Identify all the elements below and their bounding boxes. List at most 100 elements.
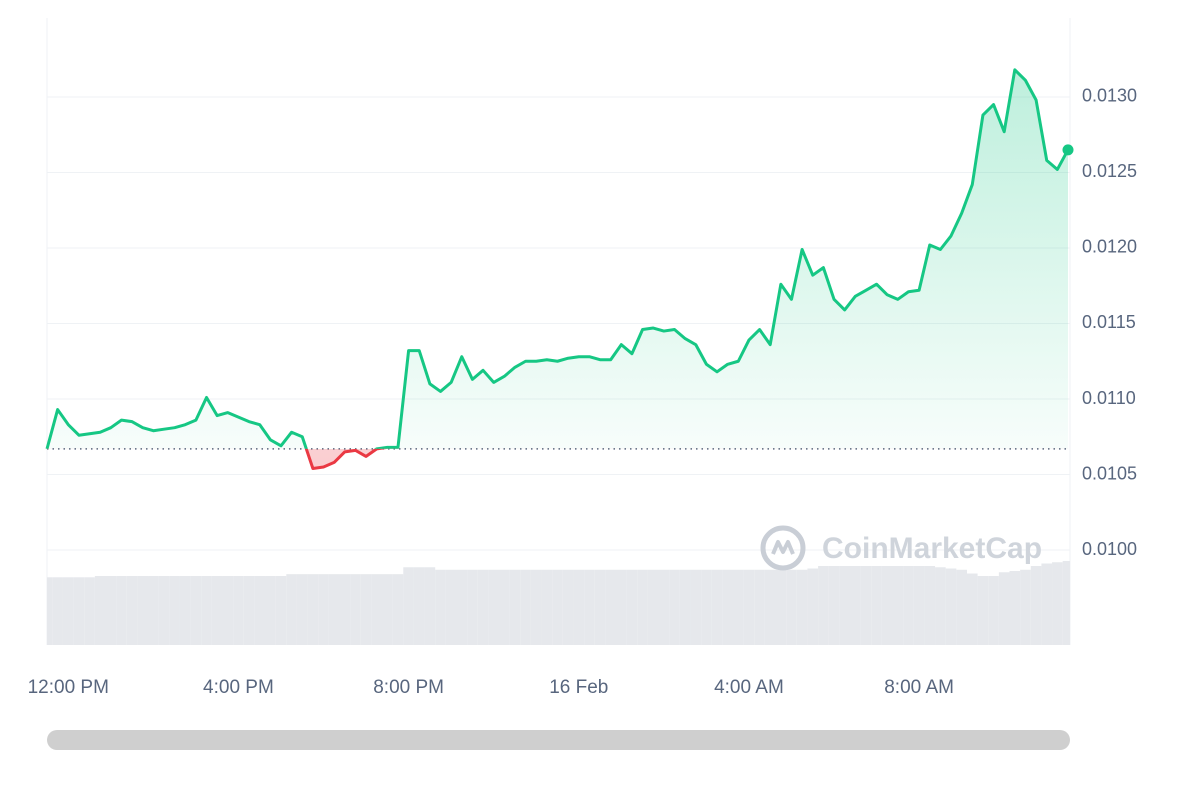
volume-bar (743, 569, 755, 645)
x-tick-label: 8:00 PM (373, 677, 444, 698)
volume-bar (84, 577, 95, 645)
watermark-logo (760, 525, 806, 571)
volume-bar (754, 569, 765, 645)
volume-bar (626, 569, 638, 645)
volume-bar (1052, 562, 1063, 645)
volume-bar (1009, 571, 1021, 645)
volume-bar (541, 569, 553, 645)
volume-bar (499, 569, 510, 645)
volume-bar (137, 576, 149, 645)
volume-bar (47, 577, 53, 645)
volume-bar (871, 565, 882, 645)
volume-bar (786, 569, 797, 645)
volume-bar (403, 567, 414, 645)
volume-bar (956, 569, 967, 645)
volume-bar (701, 569, 712, 645)
volume-bar (849, 565, 861, 645)
volume-bar (552, 569, 563, 645)
volume-bar (881, 565, 893, 645)
volume-bar (243, 576, 255, 645)
volume-bar (265, 576, 276, 645)
volume-bar (1041, 563, 1053, 645)
area-up (47, 69, 1068, 449)
x-tick-label: 4:00 AM (714, 677, 784, 698)
volume-bar (382, 574, 393, 645)
volume-bar (73, 577, 85, 645)
volume-bar (530, 569, 542, 645)
volume-bar (445, 569, 457, 645)
volume-bar (222, 576, 234, 645)
volume-bar (690, 569, 702, 645)
x-tick-label: 4:00 PM (203, 677, 274, 698)
volume-bar (818, 565, 829, 645)
volume-bar (966, 573, 978, 645)
volume-bar (679, 569, 691, 645)
volume-bar (935, 567, 946, 645)
volume-bar (413, 567, 425, 645)
volume-bar (477, 569, 489, 645)
volume-bar (52, 577, 63, 645)
price-line-up (45, 68, 1070, 449)
x-tick-label: 16 Feb (549, 677, 608, 698)
volume-bar (1020, 569, 1031, 645)
volume-bar (892, 565, 904, 645)
scrollbar[interactable] (47, 730, 1070, 750)
volume-bar (903, 565, 914, 645)
watermark: CoinMarketCap (822, 532, 1042, 565)
volume-bar (562, 569, 574, 645)
volume-bar (339, 574, 351, 645)
volume-bar (307, 574, 319, 645)
volume-bar (328, 574, 340, 645)
volume-bar (658, 569, 670, 645)
x-tick-label: 8:00 AM (884, 677, 954, 698)
volume-bar (424, 567, 436, 645)
volume-bar (839, 565, 850, 645)
volume-bar (732, 569, 744, 645)
y-tick-label: 0.0110 (1082, 388, 1136, 408)
volume-bar (201, 576, 212, 645)
volume-bar (126, 576, 138, 645)
y-tick-label: 0.0115 (1082, 312, 1136, 332)
volume-bar (860, 565, 872, 645)
volume-bar (807, 568, 819, 645)
volume-bar (913, 565, 925, 645)
volume-bar (116, 576, 127, 645)
y-tick-label: 0.0100 (1082, 539, 1137, 559)
volume-bar (435, 569, 446, 645)
y-tick-label: 0.0125 (1082, 161, 1137, 181)
volume-bar (764, 569, 776, 645)
volume-bar (796, 569, 808, 645)
volume-bar (520, 569, 531, 645)
volume-bar (254, 576, 266, 645)
y-tick-label: 0.0130 (1082, 86, 1137, 106)
volume-bar (594, 569, 606, 645)
volume-bar (158, 576, 170, 645)
volume-bar (977, 576, 989, 645)
volume-bar (722, 569, 733, 645)
volume-bar (296, 574, 308, 645)
volume-bar (105, 576, 117, 645)
volume-bar (1030, 565, 1042, 645)
last-point (1062, 144, 1074, 156)
volume-bar (945, 568, 957, 645)
volume-bar (392, 574, 404, 645)
volume-bar (584, 569, 595, 645)
volume-bar (371, 574, 383, 645)
volume-bar (148, 576, 159, 645)
volume-bar (286, 574, 297, 645)
volume-bar (988, 576, 999, 645)
volume-bar (924, 565, 936, 645)
volume-bar (211, 576, 223, 645)
volume-bar (828, 565, 840, 645)
volume-bar (94, 576, 106, 645)
volume-bar (275, 576, 287, 645)
volume-bar (509, 569, 521, 645)
volume-bar (360, 574, 372, 645)
volume-bar (456, 569, 468, 645)
volume-bar (775, 569, 787, 645)
volume-bar (350, 574, 361, 645)
volume-bar (605, 569, 616, 645)
volume-bar (233, 576, 244, 645)
volume-bar (169, 576, 180, 645)
